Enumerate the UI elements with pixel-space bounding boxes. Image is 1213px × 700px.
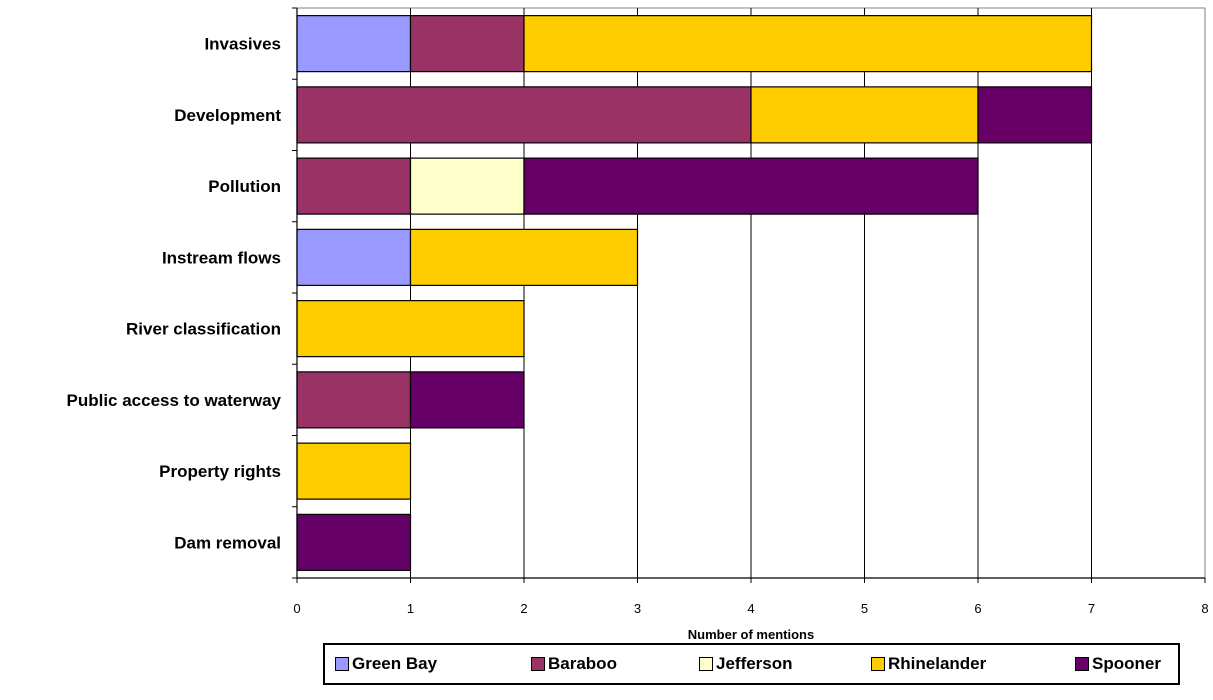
bar-development-spooner <box>977 86 1093 144</box>
legend: Green Bay Baraboo Jefferson Rhinelander Spoo… <box>323 643 1180 685</box>
legend-item-rhinelander: Rhinelander <box>871 645 986 683</box>
bar-development-rhinelander <box>750 86 979 144</box>
legend-swatch <box>871 657 885 671</box>
bar-river-classification-rhinelander <box>296 300 525 358</box>
x-tick-label: 4 <box>747 601 754 616</box>
bar-invasives-green-bay <box>296 15 412 73</box>
bar-pollution-baraboo <box>296 157 412 215</box>
bar-instream-flows-rhinelander <box>409 228 639 286</box>
legend-label: Jefferson <box>716 654 793 673</box>
category-label: River classification <box>126 320 281 339</box>
category-label: Property rights <box>159 462 281 481</box>
legend-swatch <box>531 657 545 671</box>
category-label: Dam removal <box>174 533 281 552</box>
legend-label: Baraboo <box>548 654 617 673</box>
bar-pollution-jefferson <box>409 157 525 215</box>
bar-property-rights-rhinelander <box>296 442 412 500</box>
x-tick-label: 7 <box>1088 601 1095 616</box>
x-tick-label: 5 <box>861 601 868 616</box>
x-tick-label: 2 <box>520 601 527 616</box>
legend-label: Rhinelander <box>888 654 987 673</box>
legend-item-baraboo: Baraboo <box>531 645 617 683</box>
category-label: Pollution <box>208 177 281 196</box>
legend-label: Green Bay <box>352 654 438 673</box>
bar-invasives-baraboo <box>409 15 525 73</box>
legend-label: Spooner <box>1092 654 1161 673</box>
x-tick-label: 0 <box>293 601 300 616</box>
category-label: Invasives <box>204 35 281 54</box>
legend-item-jefferson: Jefferson <box>699 645 793 683</box>
category-label: Public access to waterway <box>67 391 282 410</box>
x-tick-label: 1 <box>407 601 414 616</box>
category-label: Development <box>174 106 281 125</box>
x-tick-label: 8 <box>1201 601 1208 616</box>
legend-item-green-bay: Green Bay <box>335 645 437 683</box>
chart: Invasives Development Pollution Instream fl… <box>67 7 1209 640</box>
bar-pollution-spooner <box>523 157 979 215</box>
bar-dam-removal-spooner <box>296 513 412 571</box>
x-tick-label: 3 <box>634 601 641 616</box>
x-tick-label: 6 <box>974 601 981 616</box>
bar-development-baraboo <box>296 86 752 144</box>
bar-invasives-rhinelander <box>523 15 1093 73</box>
bar-public-access-to-waterway-spooner <box>409 371 525 429</box>
bar-public-access-to-waterway-baraboo <box>296 371 412 429</box>
x-axis-title: Number of mentions <box>688 627 814 640</box>
legend-item-spooner: Spooner <box>1075 645 1161 683</box>
category-label: Instream flows <box>162 248 281 267</box>
legend-swatch <box>1075 657 1089 671</box>
bar-instream-flows-green-bay <box>296 228 412 286</box>
legend-swatch <box>335 657 349 671</box>
legend-swatch <box>699 657 713 671</box>
